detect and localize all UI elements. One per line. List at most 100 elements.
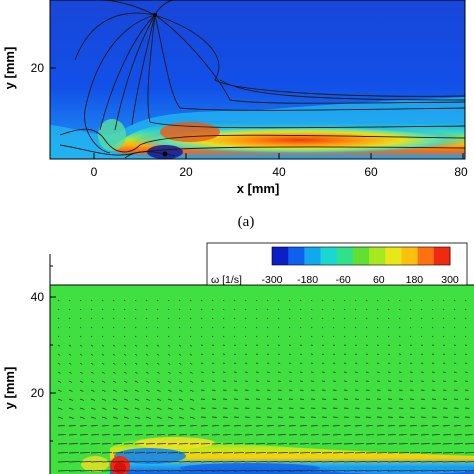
velocity-vector (101, 344, 105, 347)
velocity-vector (211, 317, 214, 320)
velocity-vector (233, 434, 242, 436)
velocity-vector (57, 389, 62, 392)
velocity-vector (123, 407, 129, 410)
velocity-vector (156, 317, 159, 320)
velocity-vector (167, 353, 171, 356)
velocity-vector (178, 299, 181, 302)
velocity-vector (244, 317, 247, 320)
velocity-vector (156, 371, 160, 374)
velocity-vector (409, 326, 412, 329)
velocity-vector (398, 434, 407, 436)
velocity-vector (244, 335, 247, 338)
velocity-vector (112, 443, 122, 445)
velocity-vector (90, 317, 93, 320)
velocity-vector (134, 335, 137, 338)
velocity-vector (90, 434, 99, 436)
velocity-vector (68, 362, 72, 365)
velocity-vector (101, 335, 104, 338)
velocity-vector (156, 461, 169, 463)
velocity-vector (398, 461, 411, 463)
velocity-vector (145, 344, 149, 347)
velocity-vector (156, 389, 161, 392)
velocity-vector (288, 461, 301, 463)
velocity-vector (145, 407, 151, 410)
velocity-vector (288, 335, 291, 338)
velocity-vector (354, 308, 357, 311)
velocity-vector (288, 434, 297, 436)
velocity-vector (101, 308, 104, 311)
velocity-vector (123, 326, 126, 329)
velocity-vector (442, 326, 445, 329)
velocity-vector (101, 371, 105, 374)
velocity-vector (464, 299, 467, 302)
velocity-vector (442, 335, 445, 338)
velocity-vector (156, 299, 159, 302)
velocity-vector (145, 317, 148, 320)
velocity-vector (310, 299, 313, 302)
panel-a-caption: (a) (238, 214, 255, 230)
velocity-vector (57, 317, 60, 320)
velocity-vector (123, 380, 128, 383)
velocity-vector (156, 362, 160, 365)
velocity-vector (211, 326, 214, 329)
velocity-vector (453, 470, 467, 472)
velocity-vector (123, 470, 137, 472)
velocity-vector (343, 308, 346, 311)
velocity-vector (409, 443, 419, 445)
velocity-vector (299, 434, 308, 436)
velocity-vector (244, 452, 255, 454)
velocity-vector (211, 452, 222, 454)
velocity-vector (420, 470, 434, 472)
velocity-vector (453, 317, 456, 320)
velocity-vector (123, 461, 136, 463)
velocity-vector (68, 317, 71, 320)
velocity-vector (112, 416, 118, 419)
velocity-vector (178, 353, 182, 356)
velocity-vector (321, 326, 324, 329)
velocity-vector (442, 299, 445, 302)
velocity-vector (189, 425, 197, 427)
velocity-vector (255, 299, 258, 302)
velocity-vector (134, 380, 139, 383)
velocity-vector (365, 326, 368, 329)
velocity-vector (90, 353, 94, 356)
velocity-vector (387, 335, 390, 338)
velocity-vector (101, 425, 109, 427)
velocity-vector (90, 299, 93, 302)
velocity-vector (200, 434, 209, 436)
velocity-vector (167, 371, 171, 374)
velocity-vector (57, 461, 70, 463)
velocity-vector (354, 470, 368, 472)
velocity-vector (145, 461, 158, 463)
velocity-vector (79, 308, 82, 311)
velocity-vector (189, 470, 203, 472)
velocity-vector (255, 443, 265, 445)
velocity-vector (354, 461, 367, 463)
velocity-vector (189, 335, 192, 338)
velocity-vector (398, 308, 401, 311)
velocity-vector (200, 335, 203, 338)
velocity-vector (90, 344, 94, 347)
velocity-vector (167, 317, 170, 320)
velocity-vector (68, 452, 79, 454)
velocity-vector (123, 416, 129, 419)
velocity-vector (288, 326, 291, 329)
velocity-vector (90, 407, 96, 410)
velocity-vector (277, 461, 290, 463)
velocity-vector (145, 470, 159, 472)
velocity-vector (101, 407, 107, 410)
velocity-vector (79, 434, 88, 436)
velocity-vector (134, 389, 139, 392)
velocity-vector (167, 389, 172, 392)
velocity-vector (145, 416, 151, 419)
velocity-vector (431, 308, 434, 311)
velocity-vector (244, 326, 247, 329)
velocity-vector (211, 299, 214, 302)
velocity-vector (431, 443, 441, 445)
velocity-vector (409, 425, 417, 427)
velocity-vector (112, 461, 125, 463)
velocity-vector (244, 425, 252, 427)
velocity-vector (112, 425, 120, 427)
velocity-vector (57, 470, 71, 472)
velocity-vectors (57, 299, 474, 472)
